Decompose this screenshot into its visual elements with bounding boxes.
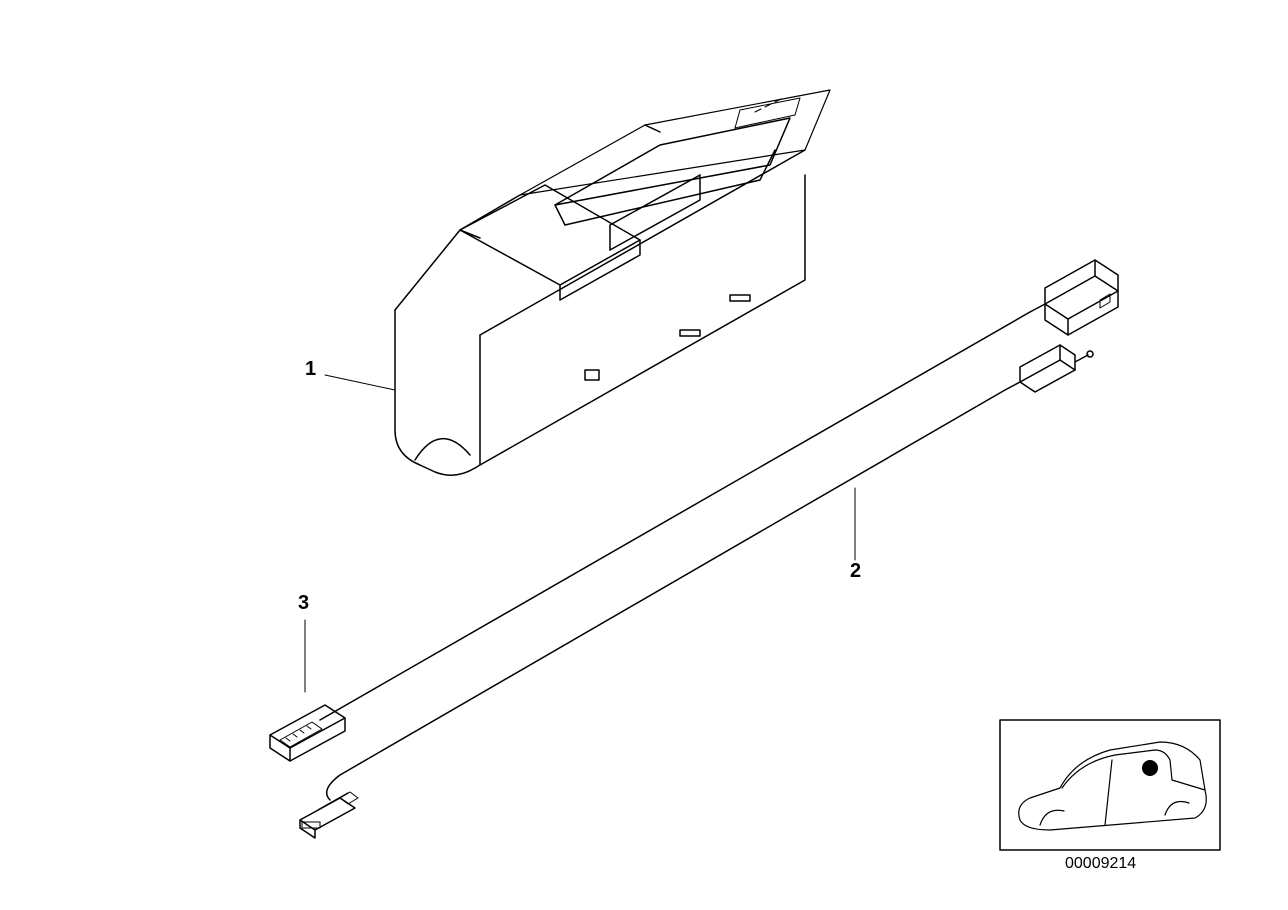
- drawing-id: 00009214: [1065, 855, 1136, 873]
- parts-diagram: [0, 0, 1288, 910]
- callout-1: 1: [305, 358, 316, 381]
- part-2-cable: [300, 345, 1093, 838]
- callout-2: 2: [850, 560, 861, 583]
- callout-3: 3: [298, 592, 309, 615]
- part-3-cable: [270, 260, 1118, 761]
- callout-leaders: [305, 375, 855, 692]
- part-1-cradle: [395, 90, 830, 475]
- inset-locator: [1000, 720, 1220, 850]
